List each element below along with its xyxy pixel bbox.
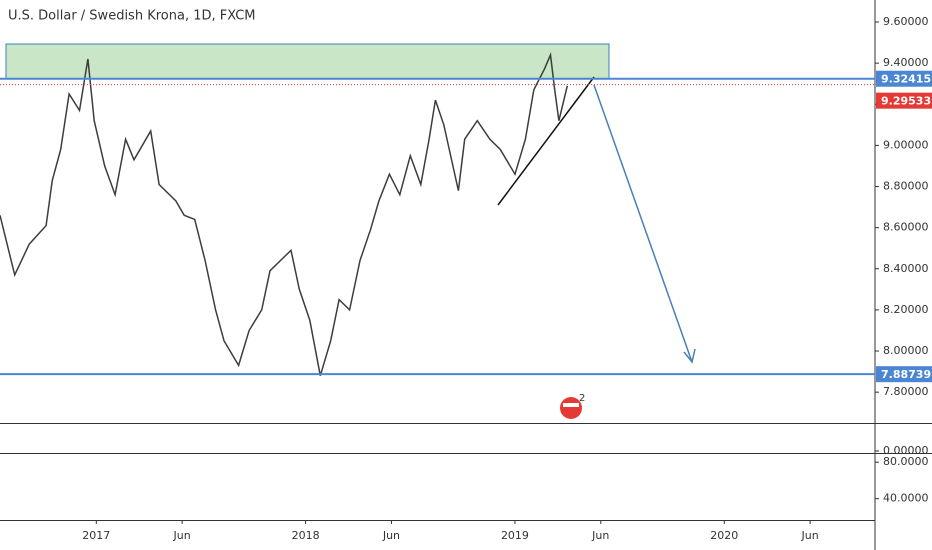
logo: 2 [560, 393, 585, 419]
resistance-zone [5, 43, 610, 80]
x-tick-label: Jun [382, 529, 400, 542]
x-tick-label: Jun [591, 529, 609, 542]
pane-y-tick-label: 0.00000 [883, 444, 929, 457]
price-line [0, 52, 569, 376]
y-tick-label: 7.80000 [883, 385, 929, 398]
last-price-label: 9.29533 [881, 95, 931, 108]
last-price-box [876, 92, 932, 109]
x-tick-label: 2020 [710, 529, 738, 542]
x-tick-label: Jun [173, 529, 191, 542]
x-tick-label: 2017 [82, 529, 110, 542]
level-label-box [876, 366, 932, 383]
svg-text:2: 2 [579, 393, 585, 404]
forecast-arrow [593, 84, 693, 363]
chart-title: U.S. Dollar / Swedish Krona, 1D, FXCM [8, 9, 255, 24]
y-tick-label: 9.60000 [883, 15, 929, 28]
level-label: 9.32415 [881, 73, 931, 86]
level-label-box [876, 70, 932, 87]
x-tick-label: 2019 [501, 529, 529, 542]
y-tick-label: 8.60000 [883, 221, 929, 234]
y-tick-label: 8.80000 [883, 180, 929, 193]
x-tick-label: Jun [801, 529, 819, 542]
y-tick-label: 8.20000 [883, 303, 929, 316]
trend-line [497, 76, 595, 206]
level-label: 7.88739 [881, 368, 931, 381]
y-tick-label: 9.40000 [883, 56, 929, 69]
pane-y-tick-label: 80.0000 [883, 455, 929, 468]
arrow-head [683, 348, 696, 364]
y-tick-label: 8.00000 [883, 344, 929, 357]
y-tick-label: 8.40000 [883, 262, 929, 275]
pane-y-tick-label: 40.0000 [883, 492, 929, 505]
x-tick-label: 2018 [292, 529, 320, 542]
y-tick-label: 9.00000 [883, 138, 929, 151]
